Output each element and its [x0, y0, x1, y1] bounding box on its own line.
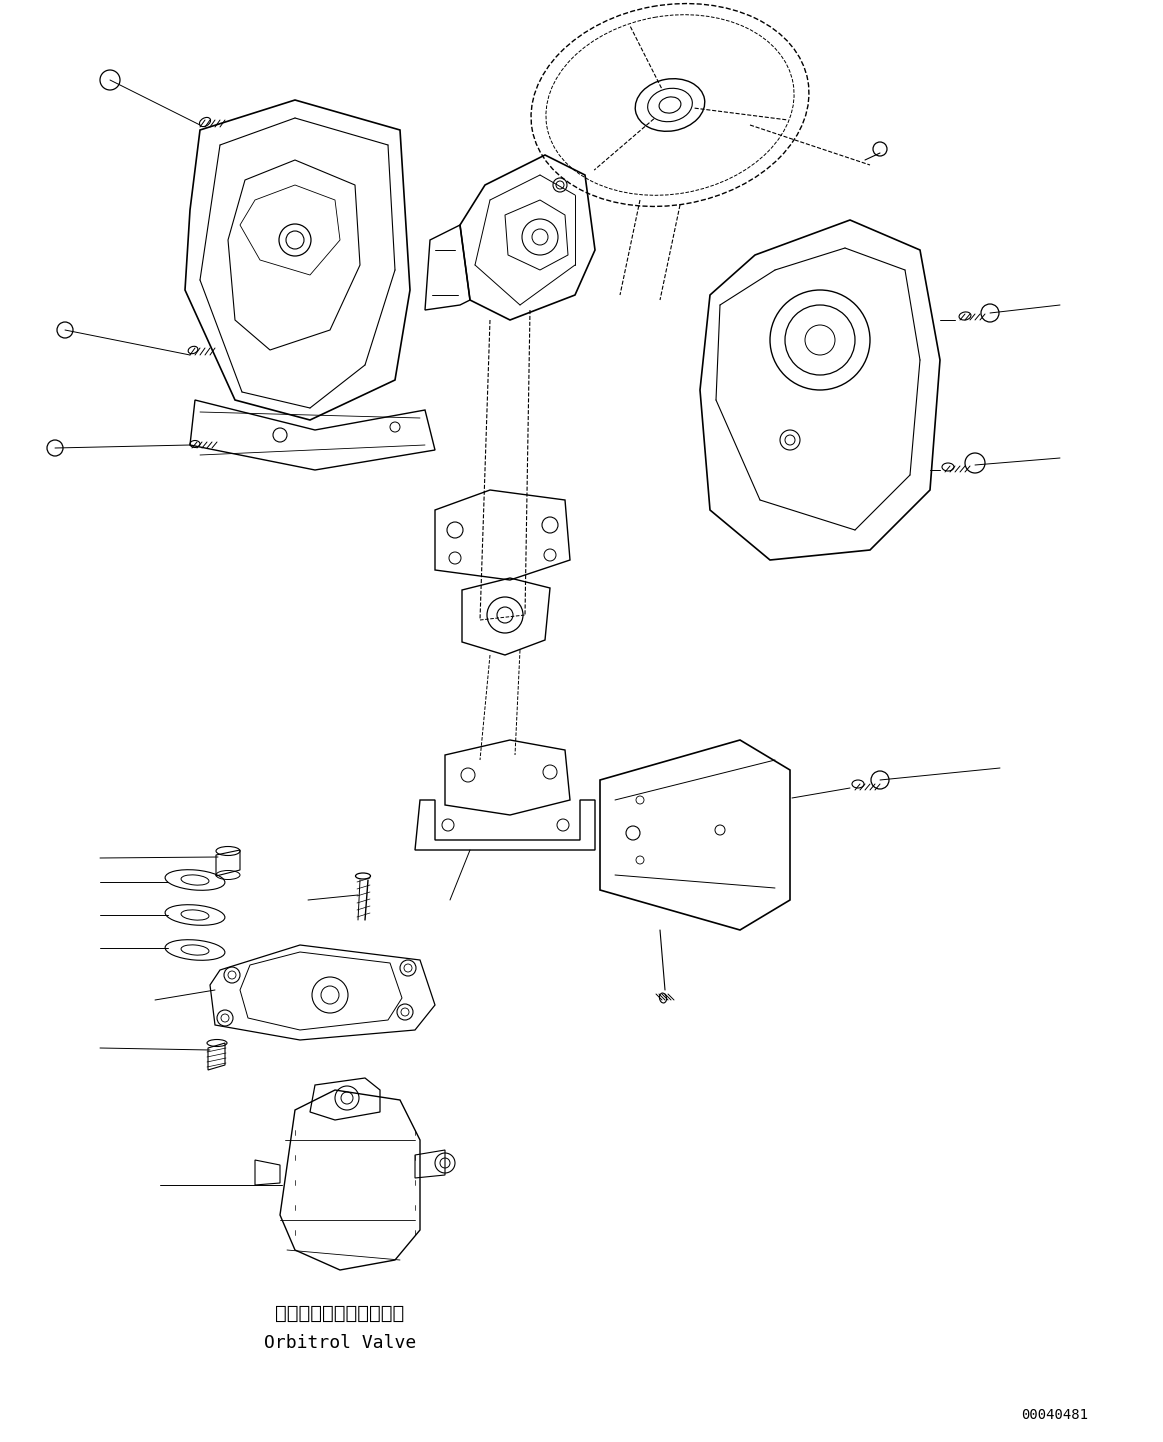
Text: オービットロールバルブ: オービットロールバルブ — [276, 1304, 405, 1322]
Text: Orbitrol Valve: Orbitrol Valve — [264, 1334, 416, 1353]
Text: 00040481: 00040481 — [1021, 1407, 1089, 1422]
